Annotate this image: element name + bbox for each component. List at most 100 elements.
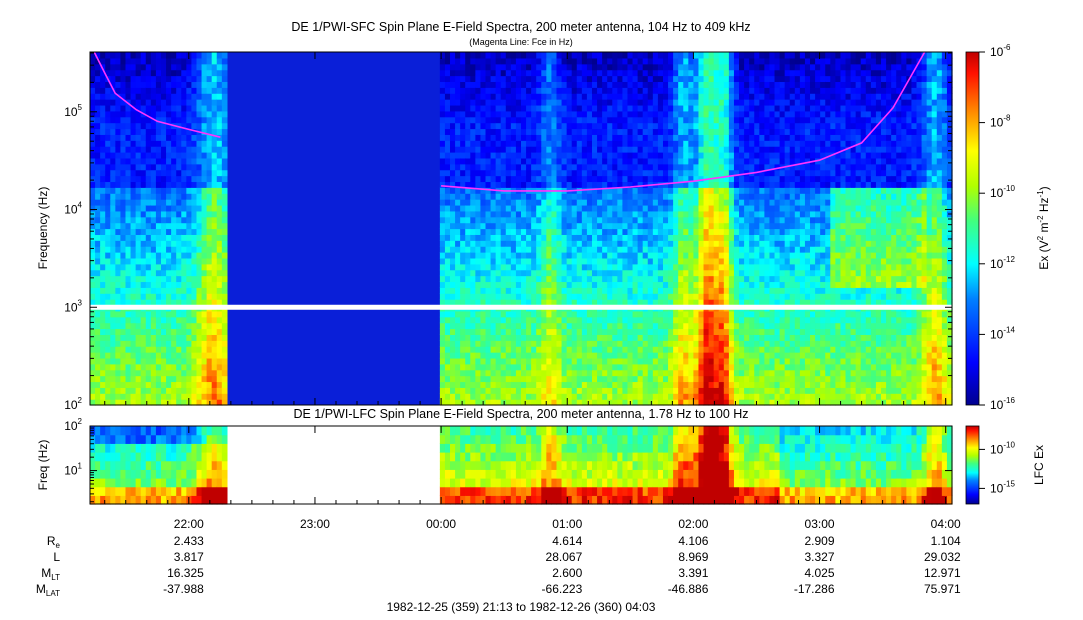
spectrogram-cell <box>145 399 152 406</box>
spectrogram-cell <box>662 181 669 188</box>
spectrogram-cell <box>211 334 218 341</box>
spectrogram-cell <box>586 352 593 359</box>
spectrogram-cell <box>581 316 588 324</box>
spectrogram-cell <box>566 281 573 288</box>
spectrogram-cell <box>181 269 187 277</box>
spectrogram-cell <box>556 346 563 353</box>
spectrogram-cell <box>490 152 497 159</box>
spectrogram-cell <box>125 375 132 383</box>
spectrogram-cell <box>556 316 563 324</box>
spectrogram-cell <box>150 275 157 283</box>
spectrogram-cell <box>150 363 157 371</box>
spectrogram-cell <box>191 328 198 335</box>
spectrogram-cell <box>576 393 583 400</box>
spectrogram-cell <box>221 93 228 100</box>
spectrogram-cell <box>465 246 471 253</box>
spectrogram-cell <box>647 157 654 165</box>
spectrogram-cell <box>591 104 598 112</box>
spectrogram-cell <box>485 381 492 388</box>
spectrogram-cell <box>607 157 613 165</box>
spectrogram-cell <box>216 187 223 194</box>
spectrogram-cell <box>475 128 482 135</box>
spectrogram-cell <box>500 128 507 135</box>
spectrogram-cell <box>566 204 573 212</box>
spectrogram-cell <box>450 369 456 377</box>
spectrogram-cell <box>150 187 157 194</box>
spectrogram-cell <box>678 363 684 371</box>
spectrogram-cell <box>150 346 157 353</box>
spectrogram-cell <box>130 116 137 124</box>
spectrogram-cell <box>475 240 482 247</box>
spectrogram-cell <box>591 134 598 141</box>
spectrogram-cell <box>515 93 522 100</box>
spectrogram-cell <box>652 269 659 277</box>
spectrogram-cell <box>546 52 553 59</box>
spectrogram-cell <box>505 387 512 394</box>
spectrogram-cell <box>125 204 132 212</box>
spectrogram-cell <box>145 269 152 277</box>
spectrogram-cell <box>602 287 608 294</box>
spectrogram-cell <box>556 210 563 218</box>
spectrogram-cell <box>551 75 558 83</box>
spectrogram-cell <box>607 69 613 77</box>
spectrogram-cell <box>713 128 720 135</box>
spectrogram-cell <box>708 334 715 341</box>
spectrogram-cell <box>617 99 624 106</box>
spectrogram-cell <box>120 287 127 294</box>
spectrogram-cell <box>135 81 142 88</box>
spectrogram-cell <box>150 334 157 341</box>
spectrogram-cell <box>586 157 593 165</box>
spectrogram-cell <box>668 228 674 235</box>
spectrogram-cell <box>490 128 497 135</box>
spectrogram-cell <box>698 352 705 359</box>
spectrogram-cell <box>546 222 553 230</box>
spectrogram-cell <box>211 81 218 88</box>
spectrogram-cell <box>186 275 193 283</box>
spectrogram-cell <box>637 169 644 177</box>
spectrogram-cell <box>576 234 583 241</box>
spectrogram-cell <box>546 234 553 241</box>
spectrogram-cell <box>166 116 172 124</box>
spectrogram-cell <box>475 246 482 253</box>
spectrogram-cell <box>627 299 634 306</box>
spectrogram-cell <box>617 122 624 130</box>
spectrogram-cell <box>105 157 111 165</box>
spectrogram-cell <box>186 234 193 241</box>
spectrogram-cell <box>166 310 172 318</box>
spectrogram-cell <box>632 375 639 383</box>
spectrogram-cell <box>110 210 116 218</box>
spectrogram-cell <box>475 228 482 235</box>
spectrogram-cell <box>576 275 583 283</box>
spectrogram-cell <box>135 252 142 259</box>
spectrogram-cell <box>632 193 639 200</box>
spectrogram-cell <box>526 140 532 147</box>
spectrogram-cell <box>480 152 487 159</box>
spectrogram-cell <box>470 169 476 177</box>
spectrogram-cell <box>718 193 725 200</box>
spectrogram-cell <box>551 352 558 359</box>
spectrogram-cell <box>450 146 456 153</box>
spectrogram-cell <box>571 104 578 112</box>
spectrogram-cell <box>546 240 553 247</box>
spectrogram-cell <box>135 193 142 200</box>
spectrogram-cell <box>612 322 618 330</box>
spectrogram-cell <box>632 246 639 253</box>
spectrogram-cell <box>125 281 132 288</box>
spectrogram-cell <box>105 357 111 365</box>
spectrogram-cell <box>673 187 679 194</box>
spectrogram-cell <box>221 157 228 165</box>
spectrogram-cell <box>688 57 694 65</box>
spectrogram-cell <box>531 234 537 241</box>
spectrogram-cell <box>196 322 203 330</box>
spectrogram-cell <box>475 75 482 83</box>
spectrogram-cell <box>221 340 228 347</box>
spectrogram-cell <box>536 393 542 400</box>
spectrogram-cell <box>617 216 624 224</box>
spectrogram-cell <box>718 246 725 253</box>
spectrogram-cell <box>505 87 512 94</box>
spectrogram-cell <box>110 193 116 200</box>
spectrogram-cell <box>526 393 532 400</box>
spectrogram-cell <box>571 275 578 283</box>
spectrogram-cell <box>551 357 558 365</box>
spectrogram-cell <box>216 334 223 341</box>
